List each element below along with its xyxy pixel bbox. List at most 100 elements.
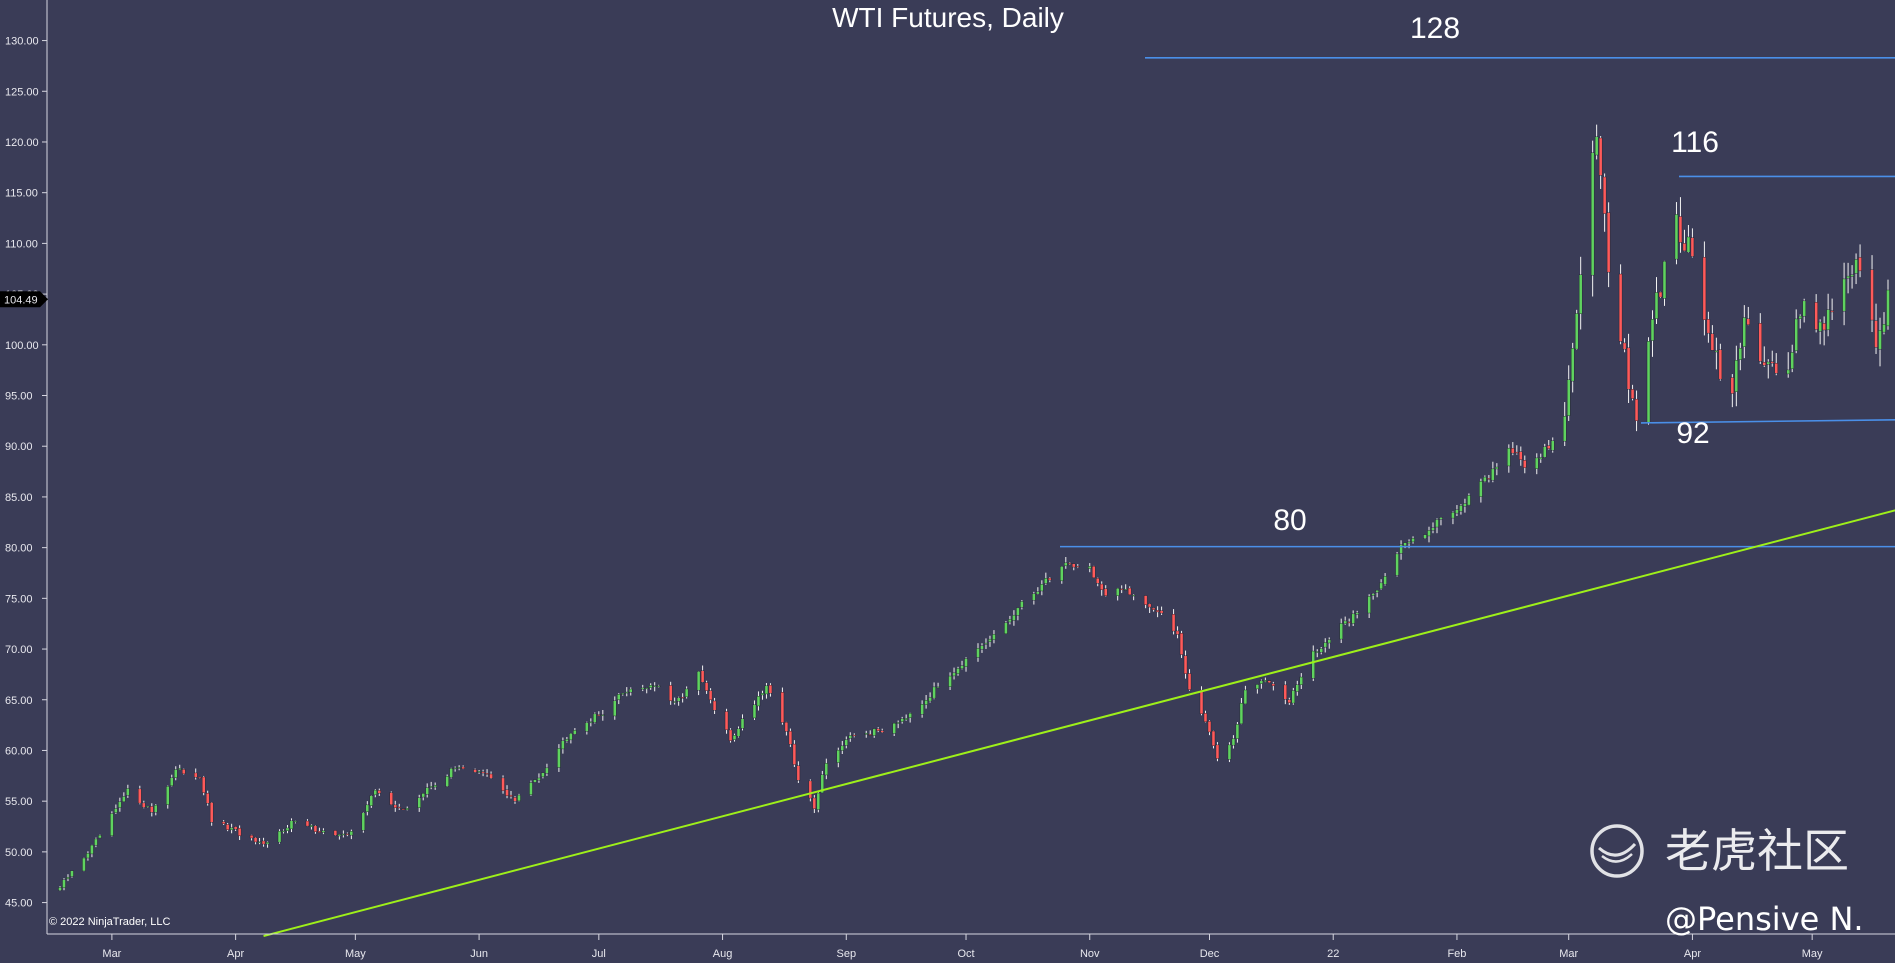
candle-up	[289, 820, 294, 830]
x-tick-label: Mar	[102, 948, 121, 960]
candle-up	[66, 877, 70, 880]
candle-up	[429, 786, 433, 788]
candle-up	[952, 672, 956, 677]
current-price-marker: 104.49	[0, 291, 48, 308]
candle-down	[485, 773, 489, 775]
candle-down	[1830, 310, 1834, 313]
candle-up	[146, 805, 150, 808]
candle-up	[457, 767, 461, 769]
candle-up	[760, 693, 765, 696]
candle-down	[788, 730, 793, 745]
candle-up	[277, 830, 282, 843]
candle-up	[1766, 361, 1770, 365]
candle-up	[229, 827, 234, 831]
candle-down	[201, 776, 206, 794]
candle-up	[1467, 495, 1471, 506]
candle-up	[1455, 509, 1459, 514]
candle-up	[1794, 318, 1798, 351]
candle-up	[557, 748, 561, 768]
candle-down	[728, 729, 733, 741]
candle-up	[1842, 278, 1846, 312]
candle-up	[1375, 590, 1379, 593]
candle-down	[1874, 320, 1878, 348]
candle-down	[1104, 588, 1108, 596]
candle-up	[1351, 613, 1355, 624]
candle-up	[1435, 519, 1439, 528]
candle-up	[82, 857, 86, 872]
candle-up	[1243, 689, 1248, 705]
candle-down	[1746, 318, 1751, 325]
candle-up	[756, 696, 761, 707]
candle-up	[365, 804, 370, 813]
candle-up	[1064, 562, 1068, 567]
candle-up	[924, 700, 928, 705]
candle-up	[1299, 676, 1303, 685]
candle-up	[816, 792, 821, 810]
y-tick-label: 125.00	[5, 86, 39, 98]
candle-down	[1271, 683, 1276, 687]
candle-up	[684, 688, 689, 698]
candle-up	[1459, 505, 1463, 512]
candle-down	[194, 772, 198, 778]
candle-down	[317, 830, 322, 833]
candle-up	[585, 722, 589, 732]
candle-up	[964, 658, 968, 667]
candle-up	[1044, 578, 1048, 584]
candle-up	[114, 808, 118, 813]
candle-up	[86, 852, 90, 859]
candle-down	[1211, 730, 1216, 746]
candle-up	[1886, 289, 1890, 327]
candle-up	[1088, 566, 1092, 569]
candle-down	[1730, 377, 1735, 394]
candle-up	[932, 686, 936, 699]
candle-up	[928, 697, 932, 702]
candle-down	[780, 692, 785, 723]
candle-up	[70, 870, 74, 877]
candle-up	[1020, 601, 1024, 608]
candle-down	[1618, 273, 1623, 342]
candle-up	[517, 794, 521, 802]
candle-up	[425, 787, 429, 795]
candle-down	[1622, 342, 1627, 350]
candle-up	[361, 812, 366, 831]
candle-up	[417, 797, 421, 808]
candle-down	[1511, 448, 1515, 454]
candle-down	[1175, 630, 1180, 635]
candle-down	[1710, 333, 1715, 351]
candle-up	[1479, 481, 1483, 497]
y-tick-label: 115.00	[5, 188, 38, 200]
candle-up	[621, 693, 625, 695]
candle-down	[1630, 389, 1635, 399]
candle-down	[812, 797, 817, 810]
candle-up	[405, 808, 409, 810]
candle-up	[1650, 319, 1655, 341]
candle-down	[708, 690, 713, 701]
candle-down	[784, 722, 789, 732]
candle-up	[1423, 534, 1427, 539]
candle-down	[1547, 445, 1551, 449]
candle-up	[1578, 274, 1583, 314]
candle-down	[393, 804, 397, 808]
candle-down	[1068, 562, 1072, 565]
candle-down	[1287, 699, 1292, 704]
candle-up	[1295, 684, 1299, 692]
candle-up	[1311, 650, 1315, 679]
candle-down	[1127, 587, 1132, 595]
candle-up	[1594, 136, 1599, 156]
candle-up	[649, 685, 653, 688]
candle-up	[1786, 369, 1790, 375]
candle-up	[1574, 313, 1579, 350]
candle-down	[1171, 614, 1176, 632]
candle-up	[904, 718, 908, 720]
y-tick-label: 45.00	[5, 898, 33, 910]
level-label-128: 128	[1410, 12, 1460, 45]
x-tick-label: Apr	[227, 948, 244, 960]
y-tick-label: 100.00	[5, 340, 39, 352]
candle-up	[1563, 416, 1567, 442]
candle-up	[1742, 317, 1747, 347]
candle-up	[696, 671, 701, 691]
candle-down	[1092, 566, 1096, 578]
candle-up	[1004, 622, 1008, 634]
candle-up	[1686, 236, 1691, 253]
candle-down	[597, 714, 601, 716]
